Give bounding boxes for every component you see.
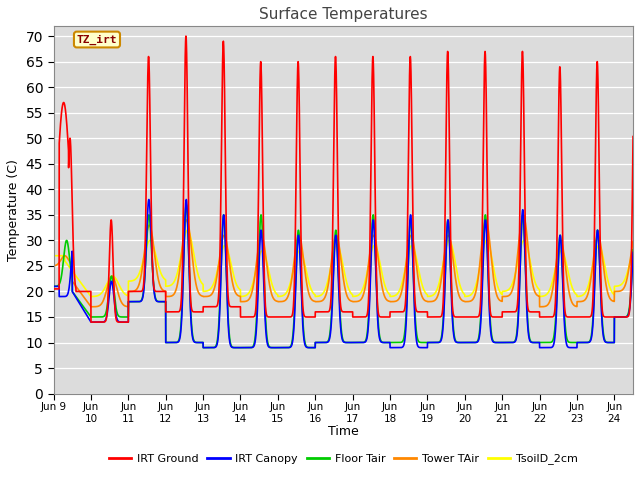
- TsoilD_2cm: [155, 264, 163, 270]
- Tower TAir: [526, 265, 534, 271]
- Floor Tair: [397, 339, 405, 345]
- IRT Ground: [526, 309, 534, 315]
- IRT Ground: [87, 319, 95, 325]
- IRT Canopy: [526, 338, 534, 344]
- TsoilD_2cm: [427, 293, 435, 299]
- IRT Ground: [155, 288, 163, 294]
- TsoilD_2cm: [271, 289, 279, 295]
- IRT Ground: [427, 314, 435, 320]
- Legend: IRT Ground, IRT Canopy, Floor Tair, Tower TAir, TsoilD_2cm: IRT Ground, IRT Canopy, Floor Tair, Towe…: [105, 449, 582, 469]
- Tower TAir: [397, 290, 405, 296]
- Line: IRT Canopy: IRT Canopy: [54, 200, 633, 348]
- IRT Canopy: [427, 340, 435, 346]
- IRT Ground: [397, 309, 405, 315]
- Tower TAir: [271, 298, 279, 303]
- Line: Floor Tair: Floor Tair: [54, 204, 633, 348]
- Tower TAir: [520, 212, 527, 218]
- Floor Tair: [271, 345, 279, 350]
- Tower TAir: [155, 279, 163, 285]
- TsoilD_2cm: [397, 283, 405, 288]
- TsoilD_2cm: [483, 238, 490, 243]
- Floor Tair: [427, 340, 435, 346]
- Tower TAir: [629, 239, 637, 244]
- Tower TAir: [427, 299, 435, 304]
- IRT Ground: [483, 92, 490, 97]
- Line: IRT Ground: IRT Ground: [54, 36, 633, 322]
- IRT Canopy: [155, 299, 163, 304]
- Tower TAir: [87, 304, 95, 310]
- Floor Tair: [50, 284, 58, 289]
- Floor Tair: [483, 218, 490, 224]
- IRT Canopy: [397, 345, 405, 350]
- X-axis label: Time: Time: [328, 425, 358, 438]
- Line: TsoilD_2cm: TsoilD_2cm: [54, 230, 633, 297]
- IRT Canopy: [237, 345, 244, 350]
- Tower TAir: [50, 263, 58, 269]
- Floor Tair: [182, 202, 190, 207]
- IRT Ground: [182, 33, 190, 39]
- IRT Ground: [271, 314, 279, 320]
- TsoilD_2cm: [50, 253, 58, 259]
- Title: Surface Temperatures: Surface Temperatures: [259, 7, 428, 22]
- IRT Canopy: [629, 250, 637, 255]
- TsoilD_2cm: [184, 228, 191, 233]
- IRT Ground: [50, 286, 58, 292]
- TsoilD_2cm: [629, 248, 637, 253]
- Floor Tair: [237, 345, 244, 350]
- Y-axis label: Temperature (C): Temperature (C): [7, 159, 20, 261]
- IRT Canopy: [182, 197, 190, 203]
- IRT Ground: [629, 133, 637, 139]
- Floor Tair: [629, 247, 637, 252]
- Floor Tair: [526, 337, 534, 343]
- TsoilD_2cm: [526, 259, 534, 264]
- Tower TAir: [482, 217, 490, 223]
- IRT Canopy: [483, 224, 490, 229]
- Line: Tower TAir: Tower TAir: [54, 215, 633, 307]
- TsoilD_2cm: [87, 294, 95, 300]
- Floor Tair: [155, 299, 163, 304]
- IRT Canopy: [271, 345, 279, 350]
- IRT Canopy: [50, 284, 58, 289]
- Text: TZ_irt: TZ_irt: [77, 35, 117, 45]
